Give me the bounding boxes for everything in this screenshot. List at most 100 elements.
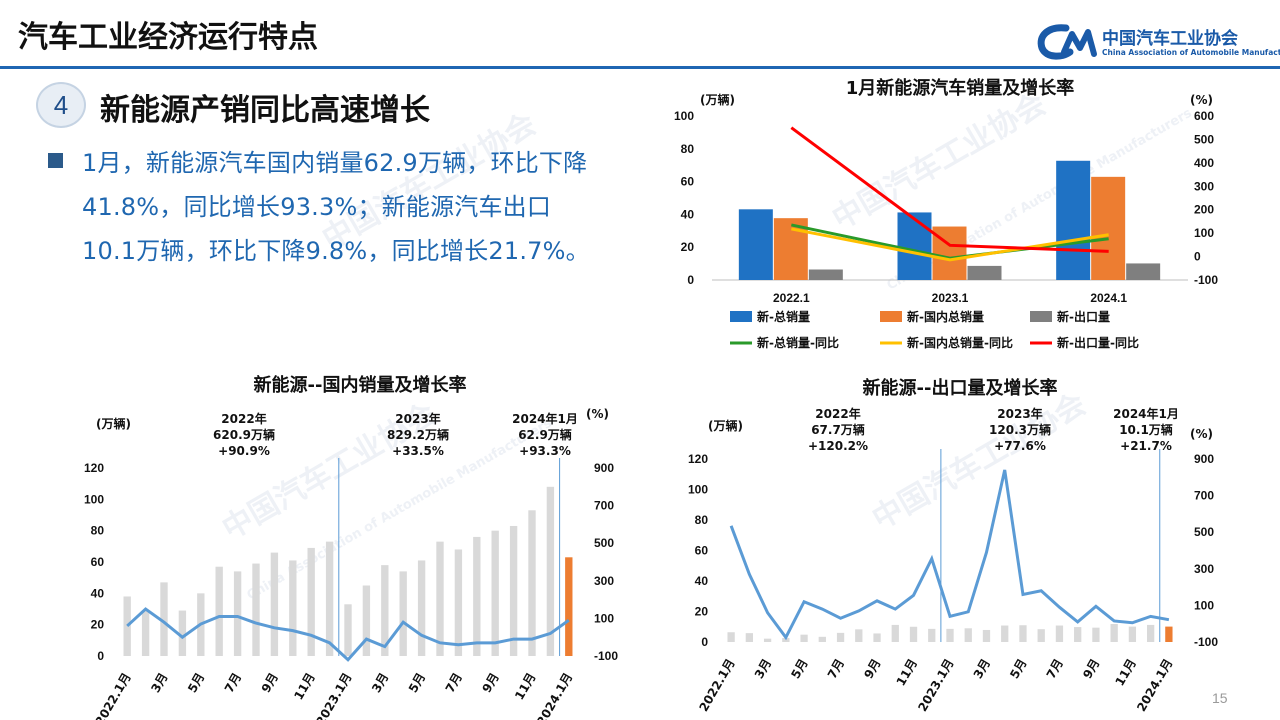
x-tick-label: 11月 [512,671,538,703]
y-tick-label: 80 [91,524,105,538]
y-tick-label: 40 [681,207,695,221]
year-summary-annotation: 120.3万辆 [989,422,1051,437]
y-tick-label: 60 [695,544,709,558]
bar-month [417,560,426,656]
caam-logo: 中国汽车工业协会 China Association of Automobile… [1036,22,1280,62]
right-axis-unit: (%) [1190,427,1213,441]
bar-新-出口量 [1126,263,1161,280]
bullet-marker [48,153,63,168]
y-tick-label: 80 [695,513,709,527]
bar-month [454,549,463,656]
y-tick-label: 60 [91,555,105,569]
page-number: 15 [1212,690,1228,706]
left-axis-unit: (万辆) [700,92,735,107]
bar-month [873,633,881,642]
x-tick-label: 3月 [148,671,170,696]
x-tick-label: 2024.1 [1090,291,1127,305]
chart-title: 新能源--出口量及增长率 [863,377,1058,399]
x-tick-label: 5月 [185,671,207,696]
chart-title: 1月新能源汽车销量及增长率 [846,77,1075,99]
bar-month [123,596,131,656]
legend-label: 新-国内总销量 [907,309,984,324]
year-summary-annotation: 67.7万辆 [811,422,865,437]
bar-month [141,610,150,656]
bar-month [836,632,845,642]
x-tick-label: 3月 [752,657,774,682]
y-tick-label: 0 [97,649,104,663]
y2-tick-label: -100 [1194,635,1218,649]
bar-month [399,571,407,656]
bar-新-总销量 [1056,160,1091,280]
x-tick-label: 2022.1月 [93,671,134,720]
bar-month [1074,627,1082,642]
y-tick-label: 60 [681,175,695,189]
bullet-line: 10.1万辆，环比下降9.8%，同比增长21.7%。 [82,237,590,265]
bar-新-出口量 [808,269,843,280]
y-tick-label: 100 [84,492,104,506]
bar-month [1019,625,1027,642]
x-tick-label: 9月 [861,657,883,682]
x-tick-label: 2022.1月 [696,657,737,715]
bar-month [215,566,223,656]
year-summary-annotation: 620.9万辆 [213,427,275,442]
left-axis-unit: (万辆) [96,416,131,431]
y-tick-label: 20 [91,618,105,632]
bar-month [233,571,242,656]
bar-month [909,626,918,642]
caam-logo-icon [1037,24,1097,60]
x-tick-label: 2024.1月 [1134,657,1175,715]
y2-tick-label: 100 [1194,598,1214,612]
year-summary-annotation: +77.6% [994,439,1046,453]
bar-month [1128,626,1137,642]
y-tick-label: 80 [681,142,695,156]
y2-tick-label: 400 [1194,156,1214,170]
x-tick-label: 2023.1月 [915,657,956,715]
x-tick-label: 5月 [406,671,428,696]
legend-label: 新-出口量-同比 [1057,335,1139,350]
bar-month [362,585,371,656]
bar-month [546,486,555,656]
bar-latest-month [565,557,573,656]
y-tick-label: 20 [681,240,695,254]
year-summary-annotation: +33.5% [392,444,444,458]
bar-month [160,582,168,656]
y-tick-label: 100 [674,109,694,123]
right-axis-unit: (%) [1190,93,1213,107]
year-summary-annotation: 829.2万辆 [387,427,449,442]
bar-month [307,547,315,656]
bar-month [1055,625,1064,642]
x-tick-label: 2023.1 [932,291,969,305]
x-tick-label: 2024.1月 [534,671,575,720]
bar-month [982,629,991,642]
y2-tick-label: 600 [1194,109,1214,123]
bar-month [727,632,735,642]
section-number-badge: 4 [36,82,86,128]
year-summary-annotation: 2022年 [221,411,266,426]
year-summary-annotation: +93.3% [519,444,571,458]
year-summary-annotation: +90.9% [218,444,270,458]
page-title: 汽车工业经济运行特点 [18,20,318,55]
x-tick-label: 7月 [222,671,244,696]
x-tick-label: 3月 [971,657,993,682]
bar-month [178,610,187,656]
x-tick-label: 2022.1 [773,291,810,305]
legend-swatch [1030,311,1052,322]
x-tick-label: 11月 [894,657,920,689]
y-tick-label: 40 [695,574,709,588]
bar-新-出口量 [967,265,1002,280]
growth-rate-line [126,607,570,662]
growth-rate-line [729,469,1170,641]
year-summary-annotation: 2024年1月 [1113,406,1179,421]
header-divider [0,66,1280,69]
y2-tick-label: -100 [594,649,618,663]
y2-tick-label: 900 [594,461,614,475]
bar-month [509,525,518,656]
y-tick-label: 40 [91,586,105,600]
y2-tick-label: 300 [594,574,614,588]
right-axis-unit: (%) [586,407,609,421]
y-tick-label: 120 [84,461,104,475]
bar-month [964,628,972,642]
legend-label: 新-总销量 [757,309,810,324]
left-axis-unit: (万辆) [708,418,743,433]
